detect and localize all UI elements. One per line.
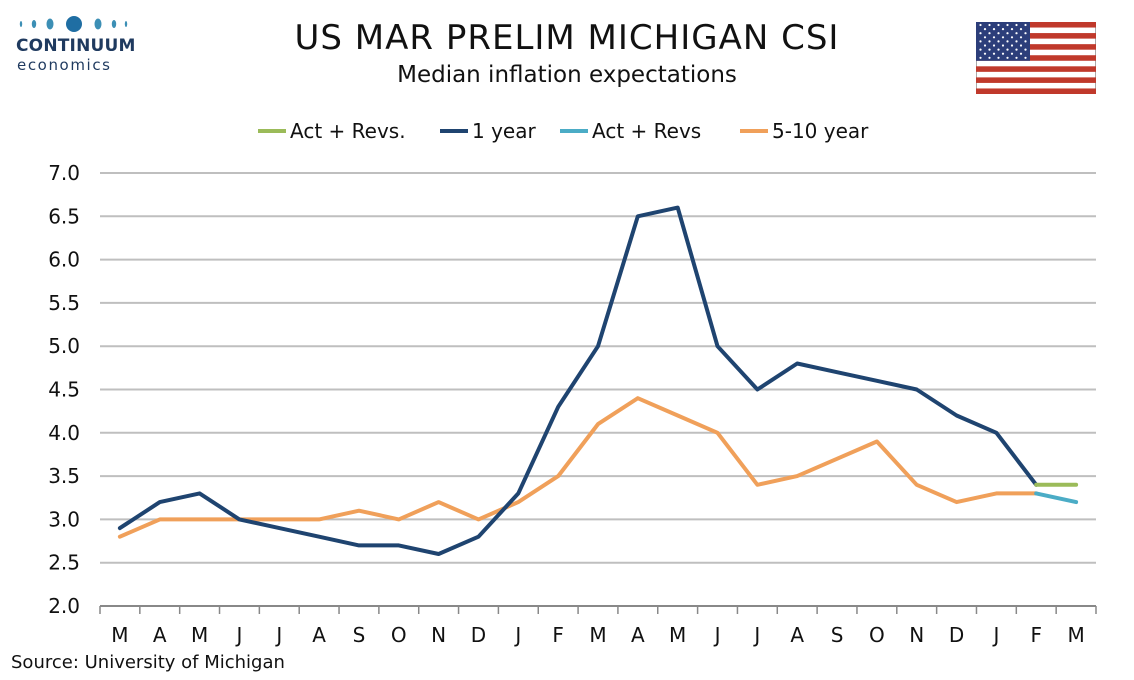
x-tick-label: A bbox=[312, 623, 326, 647]
x-tick-label: M bbox=[589, 623, 606, 647]
x-tick-label: F bbox=[1030, 623, 1042, 647]
x-tick-label: O bbox=[869, 623, 885, 647]
x-tick-label: N bbox=[909, 623, 924, 647]
y-tick-label: 3.5 bbox=[48, 464, 80, 488]
y-tick-label: 2.5 bbox=[48, 551, 80, 575]
x-tick-label: J bbox=[234, 623, 242, 647]
x-tick-label: J bbox=[752, 623, 760, 647]
x-tick-label: F bbox=[552, 623, 564, 647]
x-tick-label: D bbox=[471, 623, 486, 647]
chart-legend: Act + Revs. 1 year Act + Revs 5-10 year bbox=[258, 119, 869, 143]
x-tick-label: D bbox=[949, 623, 964, 647]
y-tick-label: 6.5 bbox=[48, 204, 80, 228]
continuum-logo: CONTINUUM economics bbox=[14, 14, 136, 76]
legend-label: 1 year bbox=[472, 119, 536, 143]
us-flag-icon bbox=[976, 22, 1096, 94]
series-line-act-revs bbox=[1034, 491, 1079, 505]
y-tick-label: 4.0 bbox=[48, 421, 80, 445]
x-tick-label: M bbox=[1067, 623, 1084, 647]
x-tick-label: J bbox=[991, 623, 999, 647]
x-tick-label: N bbox=[431, 623, 446, 647]
x-tick-label: A bbox=[153, 623, 167, 647]
x-tick-label: M bbox=[191, 623, 208, 647]
chart-subtitle: Median inflation expectations bbox=[397, 62, 737, 88]
x-tick-label: J bbox=[713, 623, 721, 647]
chart-grid bbox=[100, 172, 1096, 607]
x-tick-label: M bbox=[111, 623, 128, 647]
legend-label: Act + Revs. bbox=[290, 119, 406, 143]
x-tick-label: J bbox=[513, 623, 521, 647]
logo-name: CONTINUUM bbox=[16, 36, 136, 56]
x-tick-label: O bbox=[391, 623, 407, 647]
chart-series bbox=[117, 205, 1079, 556]
y-tick-label: 5.5 bbox=[48, 291, 80, 315]
logo-dots-icon bbox=[19, 16, 128, 32]
series-line-5-10-year bbox=[117, 396, 1039, 539]
y-tick-label: 6.0 bbox=[48, 248, 80, 272]
x-tick-label: A bbox=[631, 623, 645, 647]
x-tick-label: A bbox=[790, 623, 804, 647]
legend-label: 5-10 year bbox=[772, 119, 869, 143]
x-tick-label: J bbox=[274, 623, 282, 647]
series-line-1-year bbox=[117, 205, 1039, 556]
y-axis: 7.0 6.5 6.0 5.5 5.0 4.5 4.0 3.5 3.0 2.5 2.0 bbox=[48, 161, 80, 618]
y-tick-label: 7.0 bbox=[48, 161, 80, 185]
y-tick-label: 2.0 bbox=[48, 594, 80, 618]
x-tick-label: S bbox=[353, 623, 366, 647]
x-tick-label: S bbox=[831, 623, 844, 647]
y-tick-label: 3.0 bbox=[48, 507, 80, 531]
x-tick-label: M bbox=[669, 623, 686, 647]
y-tick-label: 5.0 bbox=[48, 334, 80, 358]
source-note: Source: University of Michigan bbox=[11, 652, 285, 673]
y-tick-label: 4.5 bbox=[48, 378, 80, 402]
chart-title: US MAR PRELIM MICHIGAN CSI bbox=[294, 18, 840, 58]
legend-label: Act + Revs bbox=[592, 119, 701, 143]
logo-subname: economics bbox=[17, 56, 112, 74]
